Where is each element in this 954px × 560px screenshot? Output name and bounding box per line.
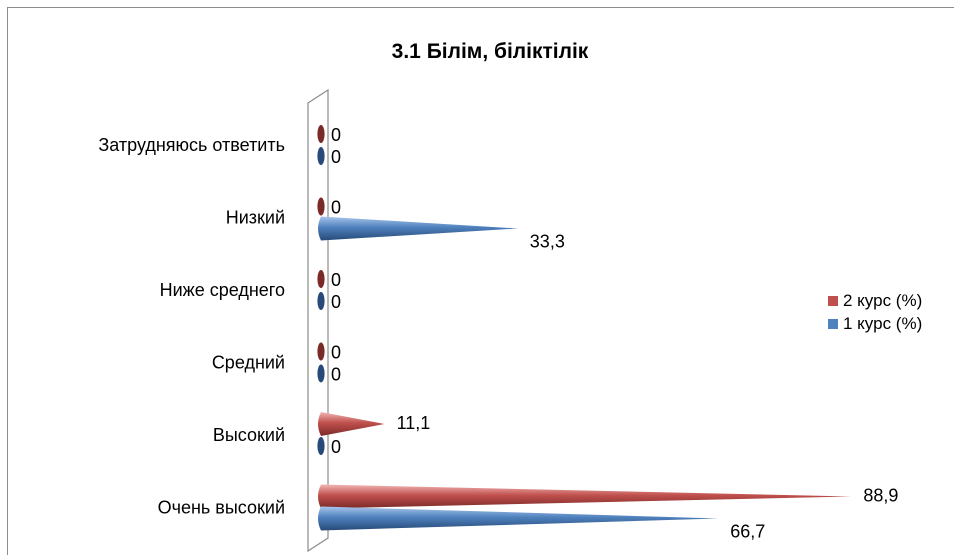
data-label: 66,7	[730, 522, 765, 542]
data-label: 11,1	[397, 413, 431, 433]
bar	[317, 365, 324, 383]
legend-label-1-kurs: 1 курс (%)	[843, 314, 922, 333]
category-label: Средний	[212, 353, 285, 373]
category-label: Затрудняюсь ответить	[98, 135, 285, 155]
data-label: 33,3	[530, 232, 565, 252]
bar	[317, 125, 324, 143]
chart-border	[8, 8, 954, 556]
legend-swatch-1-kurs	[828, 319, 838, 329]
bar	[317, 343, 324, 361]
legend-label-2-kurs: 2 курс (%)	[843, 291, 922, 310]
bar	[317, 437, 324, 455]
data-label: 0	[331, 147, 341, 167]
bar	[317, 292, 324, 310]
data-label: 0	[331, 270, 341, 290]
bar	[317, 198, 324, 216]
legend-swatch-2-kurs	[828, 296, 838, 306]
category-label: Очень высокий	[158, 498, 285, 518]
data-label: 0	[331, 437, 341, 457]
data-label: 0	[331, 125, 341, 145]
data-label: 0	[331, 198, 341, 218]
bar	[317, 147, 324, 165]
data-label: 88,9	[863, 486, 898, 506]
category-label: Низкий	[226, 208, 285, 228]
bar	[317, 270, 324, 288]
data-label: 0	[331, 343, 341, 363]
data-label: 0	[331, 292, 341, 312]
category-label: Высокий	[213, 425, 285, 445]
category-label: Ниже среднего	[160, 280, 285, 300]
data-label: 0	[331, 365, 341, 385]
chart-title: 3.1 Білім, біліктілік	[392, 40, 589, 63]
